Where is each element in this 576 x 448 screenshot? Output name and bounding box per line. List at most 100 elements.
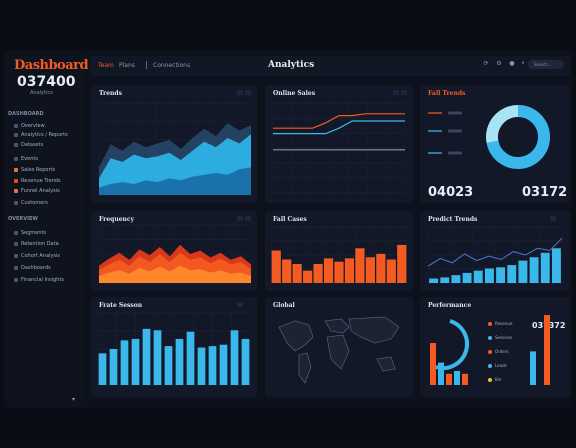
legend-item: Leads: [488, 363, 507, 368]
legend-swatch: [488, 363, 492, 368]
sidebar-item-label: Funnel Analysis: [21, 187, 60, 194]
sidebar-item-label: Financial Insights: [21, 276, 65, 283]
item-icon: [14, 167, 18, 172]
panel-fall-trends: Fall Trends 04023 03172: [420, 85, 570, 203]
panel-frequency: Frequency: [91, 211, 257, 291]
sidebar-item[interactable]: Analytics / Reports: [14, 131, 68, 138]
bar: [429, 278, 439, 283]
donut-slice: [486, 105, 519, 143]
fall-cases-bar-chart: [270, 226, 408, 284]
bar: [355, 248, 365, 283]
top-bar: [90, 56, 570, 76]
brand-value: 037400: [17, 74, 76, 90]
bar: [186, 331, 195, 385]
refresh-icon[interactable]: ⟳: [483, 60, 489, 67]
panel-title: Performance: [428, 302, 472, 309]
chevron-down-icon[interactable]: ▾: [72, 396, 76, 403]
user-icon[interactable]: ●: [509, 60, 515, 67]
line-series: [273, 113, 405, 129]
sidebar-item[interactable]: Funnel Analysis: [14, 187, 60, 194]
panel-performance: Performance 037372 RevenueSessionsOrders…: [420, 297, 570, 397]
bar: [120, 340, 129, 385]
sidebar-item[interactable]: Overview: [14, 122, 45, 129]
bar: [386, 259, 396, 283]
sidebar-item[interactable]: Cohort Analysis: [14, 252, 60, 259]
stat-left: 04023: [428, 185, 474, 200]
legend-item: Orders: [488, 349, 508, 354]
sidebar-item[interactable]: Datasets: [14, 141, 43, 148]
sidebar-item[interactable]: Revenue Trends: [14, 177, 61, 184]
panel-controls[interactable]: [237, 90, 251, 95]
legend-swatch: [488, 377, 492, 382]
panel-controls[interactable]: [237, 216, 251, 221]
bar: [153, 330, 162, 385]
bar: [551, 248, 561, 283]
sidebar-item[interactable]: Events: [14, 155, 38, 162]
sidebar-item-label: Retention Data: [21, 240, 59, 247]
performance-chart: [430, 315, 550, 385]
brand-subtitle: Analytics: [30, 90, 53, 96]
tab[interactable]: Connections: [153, 62, 191, 69]
sessions-bar-chart: [96, 312, 252, 386]
panel-title: Fall Cases: [273, 216, 307, 223]
bar: [507, 265, 517, 283]
sidebar-item[interactable]: Sales Reports: [14, 166, 55, 173]
area-series: [99, 265, 251, 283]
page-title: Analytics: [268, 60, 315, 70]
legend-label: Revenue: [495, 321, 513, 326]
bar: [473, 270, 483, 283]
brand-title[interactable]: Dashboard: [14, 58, 89, 73]
bar: [430, 343, 436, 385]
sidebar-item[interactable]: Financial Insights: [14, 276, 64, 283]
sidebar-item-label: Overview: [21, 122, 45, 129]
bar: [530, 351, 536, 385]
tab[interactable]: Team: [98, 62, 114, 69]
tab[interactable]: Plans: [119, 62, 135, 69]
panel-title: Frate Sesson: [99, 302, 143, 309]
bar: [230, 330, 239, 385]
bar: [98, 353, 107, 385]
panel-controls[interactable]: [393, 90, 407, 95]
legend-item: Revenue: [488, 321, 512, 326]
sidebar-item[interactable]: Segments: [14, 229, 46, 236]
search-input[interactable]: Search...: [528, 60, 564, 69]
item-icon: [14, 132, 18, 137]
bar: [451, 275, 461, 283]
line-series: [273, 120, 405, 135]
continent: [348, 316, 400, 344]
legend-swatch: [488, 321, 492, 326]
item-icon: [14, 123, 18, 128]
panel-controls[interactable]: [550, 216, 556, 221]
sidebar-item[interactable]: Retention Data: [14, 240, 59, 247]
bar: [109, 349, 118, 385]
legend-label: Sessions: [495, 335, 513, 340]
continent: [298, 352, 312, 384]
sidebar-item-label: Customers: [21, 199, 48, 206]
bar: [540, 252, 550, 283]
sidebar-item[interactable]: Dashboards: [14, 264, 51, 271]
panel-global: Global: [265, 297, 413, 397]
sidebar: [6, 52, 84, 406]
bar: [438, 362, 444, 385]
legend-label: Orders: [495, 349, 509, 354]
bar: [131, 338, 140, 385]
bar: [164, 346, 173, 385]
bar: [142, 328, 151, 385]
sidebar-item-label: Datasets: [21, 141, 44, 148]
sidebar-section: DASHBOARD: [8, 111, 44, 117]
panel-controls[interactable]: [237, 302, 243, 307]
sidebar-item-label: Events: [21, 155, 38, 162]
settings-icon[interactable]: ⚙: [496, 60, 502, 67]
panel-title: Frequency: [99, 216, 135, 223]
legend-label: [448, 111, 462, 115]
item-icon: [14, 142, 18, 147]
bar: [462, 272, 472, 283]
sidebar-item[interactable]: Customers: [14, 199, 48, 206]
sidebar-item-label: Sales Reports: [21, 166, 56, 173]
bar: [484, 268, 494, 283]
panel-trends: Trends: [91, 85, 257, 203]
bar: [303, 270, 313, 283]
bar: [462, 373, 468, 385]
notification-icon[interactable]: •: [521, 60, 525, 67]
panel-sales: Online Sales: [265, 85, 413, 203]
